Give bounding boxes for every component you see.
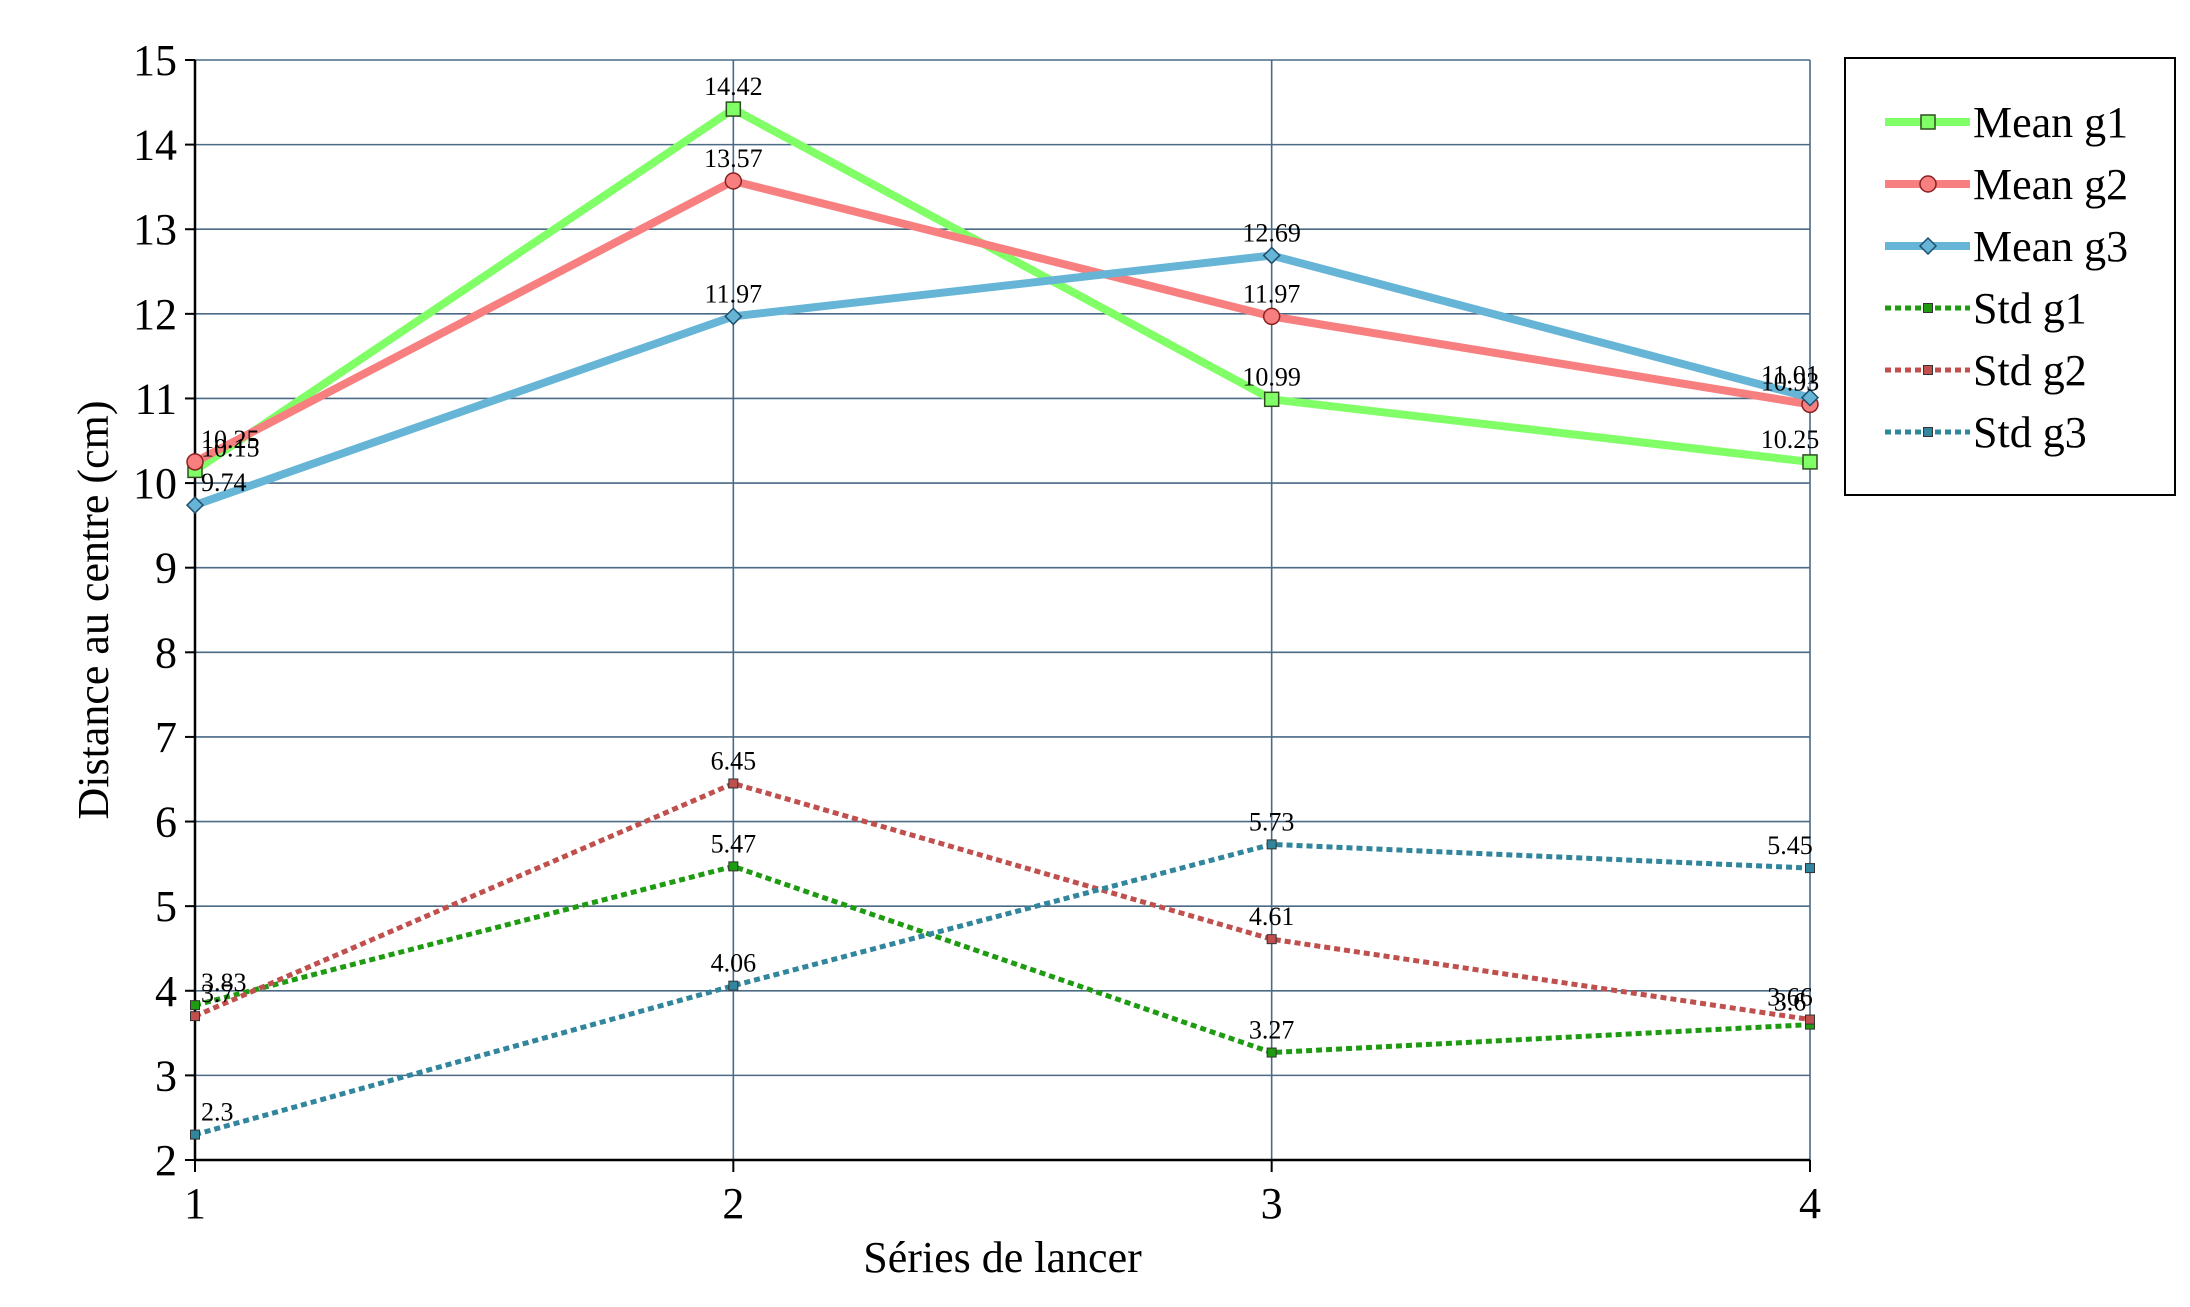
axes — [185, 59, 1811, 1172]
data-point — [728, 778, 739, 789]
series-line — [192, 105, 1811, 474]
legend-label: Std g3 — [1973, 408, 2087, 457]
series-line — [194, 863, 1811, 1056]
series-line — [193, 177, 1811, 466]
data-point — [1918, 236, 1938, 256]
data-label: 4.06 — [711, 949, 757, 978]
data-point — [1923, 427, 1933, 437]
data-point — [728, 861, 739, 872]
y-tick-label: 5 — [155, 882, 177, 931]
data-point — [1266, 1047, 1277, 1058]
data-label: 13.57 — [704, 144, 763, 173]
data-point — [1919, 175, 1937, 193]
series-line — [194, 780, 1811, 1023]
data-label: 3.83 — [201, 968, 247, 997]
legend-label: Mean g3 — [1973, 222, 2128, 271]
x-axis-title: Séries de lancer — [863, 1233, 1142, 1282]
data-point — [190, 1000, 200, 1011]
x-tick-label: 4 — [1799, 1179, 1821, 1228]
data-label: 3.66 — [1767, 983, 1813, 1012]
legend: Mean g1 Mean g2 Mean g3 Std g1 Std g2 Std g3 — [1844, 57, 2176, 496]
legend-box — [1844, 57, 2176, 496]
data-label: 11.01 — [1761, 361, 1819, 390]
data-point — [1262, 307, 1281, 326]
y-tick-label: 2 — [155, 1136, 177, 1185]
data-point — [1923, 365, 1933, 375]
legend-label: Mean g2 — [1973, 160, 2128, 209]
data-point — [1805, 863, 1815, 874]
data-point — [1800, 388, 1820, 407]
data-point — [1266, 839, 1277, 850]
data-point — [185, 496, 205, 515]
series-line — [194, 841, 1811, 1138]
data-label: 10.99 — [1242, 362, 1301, 391]
data-label: 5.73 — [1249, 807, 1295, 836]
data-point — [190, 1011, 200, 1022]
data-point — [1266, 934, 1277, 945]
data-point — [728, 980, 739, 991]
data-label: 12.69 — [1242, 218, 1301, 247]
y-tick-label: 15 — [133, 36, 177, 85]
data-point — [1805, 1014, 1815, 1025]
y-tick-label: 13 — [133, 205, 177, 254]
y-tick-label: 7 — [155, 713, 177, 762]
data-label: 10.93 — [1761, 367, 1820, 396]
data-label: 10.15 — [201, 433, 260, 462]
data-label: 14.42 — [704, 72, 763, 101]
data-point — [190, 1129, 200, 1140]
y-tick-label: 14 — [133, 121, 177, 170]
y-tick-label: 9 — [155, 544, 177, 593]
data-point — [725, 101, 742, 117]
data-label: 10.25 — [1761, 425, 1820, 454]
x-tick-label: 2 — [722, 1179, 744, 1228]
y-tick-label: 6 — [155, 798, 177, 847]
data-label: 5.47 — [711, 829, 757, 858]
data-label: 4.61 — [1249, 902, 1295, 931]
data-label: 11.97 — [1243, 279, 1301, 308]
data-point — [1802, 454, 1818, 470]
data-point — [1263, 391, 1280, 408]
legend-label: Mean g1 — [1973, 98, 2128, 147]
data-point — [724, 172, 743, 190]
data-point — [724, 307, 743, 326]
data-point — [1920, 114, 1936, 130]
y-axis-title: Distance au centre (cm) — [69, 401, 118, 820]
data-label: 2.3 — [201, 1098, 234, 1127]
data-point — [186, 453, 204, 471]
data-label: 6.45 — [711, 746, 757, 775]
x-tick-label: 3 — [1261, 1179, 1283, 1228]
data-label: 3.7 — [201, 979, 234, 1008]
y-tick-label: 10 — [133, 459, 177, 508]
x-tick-label: 1 — [184, 1179, 206, 1228]
data-point — [1923, 303, 1933, 313]
series-lines — [185, 101, 1820, 1140]
legend-label: Std g2 — [1973, 346, 2087, 395]
data-label: 5.45 — [1767, 831, 1813, 860]
data-label: 11.97 — [705, 279, 763, 308]
series-line — [193, 251, 1812, 509]
y-tick-label: 4 — [155, 967, 177, 1016]
grid — [194, 59, 1811, 1161]
y-tick-label: 8 — [155, 628, 177, 677]
data-labels: 10.15 14.42 10.99 10.25 10.25 13.57 11.97 10.93… — [201, 72, 1819, 1127]
y-tick-label: 11 — [135, 374, 177, 423]
y-tick-label: 3 — [155, 1051, 177, 1100]
data-label: 9.74 — [201, 468, 247, 497]
data-label: 3.27 — [1249, 1016, 1295, 1045]
y-tick-label: 12 — [133, 290, 177, 339]
data-label: 10.25 — [201, 425, 260, 454]
legend-label: Std g1 — [1973, 284, 2087, 333]
data-label: 3.6 — [1774, 988, 1807, 1017]
data-point — [1262, 246, 1281, 265]
